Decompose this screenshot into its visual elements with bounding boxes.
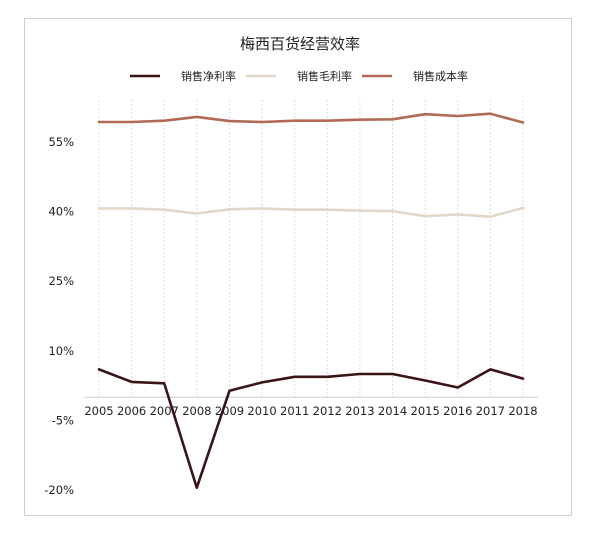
y-tick-label: 10% [48,344,74,358]
x-tick-label: 2017 [476,404,505,418]
legend: 销售净利率 销售毛利率 销售成本率 [130,69,468,83]
chart-frame [24,18,572,516]
legend-label-2: 销售毛利率 [297,69,352,83]
y-tick-label: -20% [44,483,74,497]
x-tick-label: 2016 [443,404,472,418]
x-tick-label: 2006 [117,404,146,418]
x-tick-label: 2014 [378,404,407,418]
y-tick-label: 40% [48,205,74,219]
y-tick-label: 55% [48,135,74,149]
y-tick-label: 25% [48,274,74,288]
y-tick-label: -5% [52,413,74,427]
legend-label-1: 销售净利率 [181,69,236,83]
series-lines [97,112,525,490]
legend-label-3: 销售成本率 [413,69,468,83]
x-tick-label: 2005 [84,404,113,418]
grid [84,100,538,398]
x-tick-label: 2018 [508,404,537,418]
x-tick-label: 2012 [313,404,342,418]
series-line-3 [97,112,525,124]
x-tick-label: 2008 [182,404,211,418]
x-tick-label: 2011 [280,404,309,418]
chart-title: 梅西百货经营效率 [240,35,360,53]
x-tick-label: 2015 [411,404,440,418]
y-axis-ticks: -20% -5% 10% 25% 40% 55% [44,135,74,497]
series-line-2 [97,206,525,218]
x-tick-label: 2010 [247,404,276,418]
x-tick-label: 2013 [345,404,374,418]
x-tick-label: 2009 [215,404,244,418]
x-axis-ticks: 2005 2006 2007 2008 2009 2010 2011 2012 2013 2014… [84,404,537,418]
series-line-1 [97,368,525,490]
